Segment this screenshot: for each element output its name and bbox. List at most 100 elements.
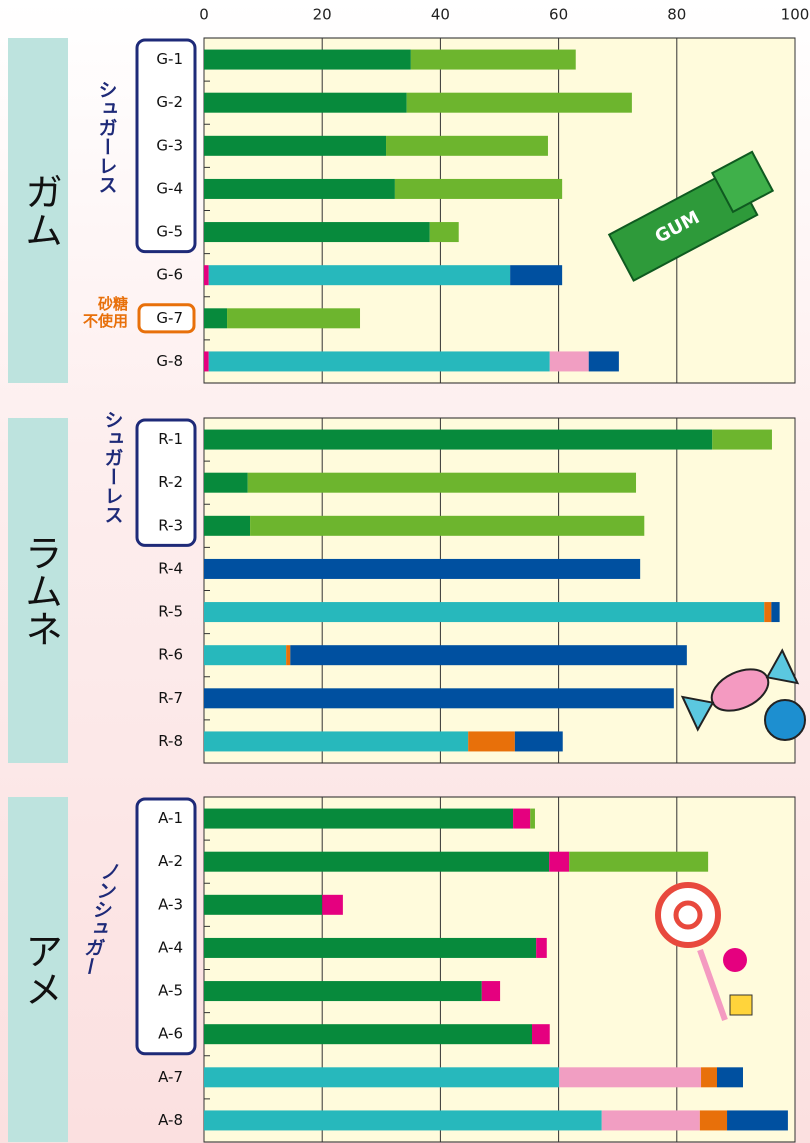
bar-segment <box>771 602 780 623</box>
bar-segment <box>727 1110 788 1131</box>
bar-segment <box>204 308 228 329</box>
annotation: ノンシュガー <box>76 862 123 976</box>
bar-segment <box>204 429 713 450</box>
bar-segment <box>701 1067 717 1088</box>
annotation: シュガーレス <box>102 410 124 524</box>
bar-segment <box>716 1067 743 1088</box>
label-bracket <box>135 418 197 547</box>
x-tick-label: 100 <box>781 6 810 24</box>
bar-segment <box>204 602 765 623</box>
bar-segment <box>386 135 548 156</box>
decoration: GUM <box>607 150 806 1022</box>
bar-segment <box>601 1110 700 1131</box>
y-tick-label: A-4 <box>158 938 183 956</box>
y-tick-label: G-2 <box>156 93 183 111</box>
bar-segment <box>204 851 550 872</box>
bar-segment <box>204 645 287 666</box>
group-band <box>8 38 68 383</box>
bar-segment <box>204 351 209 372</box>
label-bracket <box>135 797 197 1056</box>
bar-segment <box>204 515 251 536</box>
y-tick-label: R-1 <box>158 430 183 448</box>
bar-segment <box>410 49 576 70</box>
y-tick-label: R-8 <box>158 732 183 750</box>
bar-segment <box>532 1024 550 1045</box>
y-tick-label: G-3 <box>156 136 183 154</box>
bar-segment <box>406 92 632 113</box>
y-tick-label: R-6 <box>158 646 183 664</box>
y-tick-label: A-2 <box>158 852 183 870</box>
bar-segment <box>204 731 469 752</box>
bar-segment <box>468 731 515 752</box>
group-label: ラムネ <box>19 534 63 648</box>
bar-segment <box>204 558 641 579</box>
y-tick-label: A-6 <box>158 1025 183 1043</box>
y-tick-label: A-7 <box>158 1068 183 1086</box>
y-tick-label: G-1 <box>156 50 183 68</box>
bar-segment <box>286 645 291 666</box>
y-tick-label: A-5 <box>158 982 183 1000</box>
y-tick-label: R-2 <box>158 473 183 491</box>
bar-segment <box>530 808 535 829</box>
bar-segment <box>322 894 343 915</box>
bar-segment <box>204 222 430 243</box>
bar-segment <box>204 937 537 958</box>
group-label: ガム <box>19 173 63 249</box>
group-band <box>8 797 68 1142</box>
bar-segment <box>204 472 248 493</box>
x-tick-label: 40 <box>431 6 450 24</box>
bar-segment <box>227 308 361 329</box>
y-tick-label: G-4 <box>156 179 183 197</box>
bar-segment <box>481 981 501 1002</box>
x-tick-label: 0 <box>199 6 209 24</box>
y-tick-label: A-8 <box>158 1111 183 1129</box>
bar-segment <box>513 808 531 829</box>
bar-segment <box>204 135 387 156</box>
y-tick-label: R-7 <box>158 689 183 707</box>
y-tick-label: G-7 <box>156 309 183 327</box>
bar-segment <box>559 1067 702 1088</box>
y-tick-label: R-4 <box>158 559 183 577</box>
bar-segment <box>549 351 589 372</box>
bar-segment <box>204 49 411 70</box>
bar-segment <box>204 1067 560 1088</box>
x-tick-label: 60 <box>549 6 568 24</box>
bar-segment <box>712 429 772 450</box>
bar-segment <box>204 688 674 709</box>
bar-segment <box>204 92 407 113</box>
bar-segment <box>247 472 637 493</box>
annotation: シュガーレス <box>96 80 118 194</box>
bar-segment <box>204 894 323 915</box>
y-tick-label: R-3 <box>158 516 183 534</box>
group-band <box>8 418 68 763</box>
bar-segment <box>549 851 570 872</box>
bar-segment <box>569 851 709 872</box>
bar-segment <box>204 178 395 199</box>
annotation: 砂糖 不使用 <box>82 295 128 330</box>
y-tick-label: A-3 <box>158 895 183 913</box>
bar-segment <box>290 645 687 666</box>
bar-segment <box>250 515 645 536</box>
x-tick-label: 80 <box>667 6 686 24</box>
y-tick-label: R-5 <box>158 603 183 621</box>
bar-segment <box>429 222 459 243</box>
label-bracket <box>137 303 196 334</box>
bar-segment <box>204 981 482 1002</box>
bar-segment <box>514 731 563 752</box>
y-tick-label: G-6 <box>156 266 183 284</box>
bar-segment <box>510 265 563 286</box>
y-tick-label: G-8 <box>156 352 183 370</box>
bar-segment <box>208 351 550 372</box>
y-tick-label: A-1 <box>158 809 183 827</box>
bar-segment <box>588 351 619 372</box>
label-bracket <box>135 38 197 254</box>
bar-segment <box>536 937 547 958</box>
bar-segment <box>204 1024 533 1045</box>
x-tick-label: 20 <box>313 6 332 24</box>
bar-segment <box>394 178 563 199</box>
bar-segment <box>204 808 514 829</box>
bar-segment <box>204 265 209 286</box>
bar-segment <box>208 265 511 286</box>
